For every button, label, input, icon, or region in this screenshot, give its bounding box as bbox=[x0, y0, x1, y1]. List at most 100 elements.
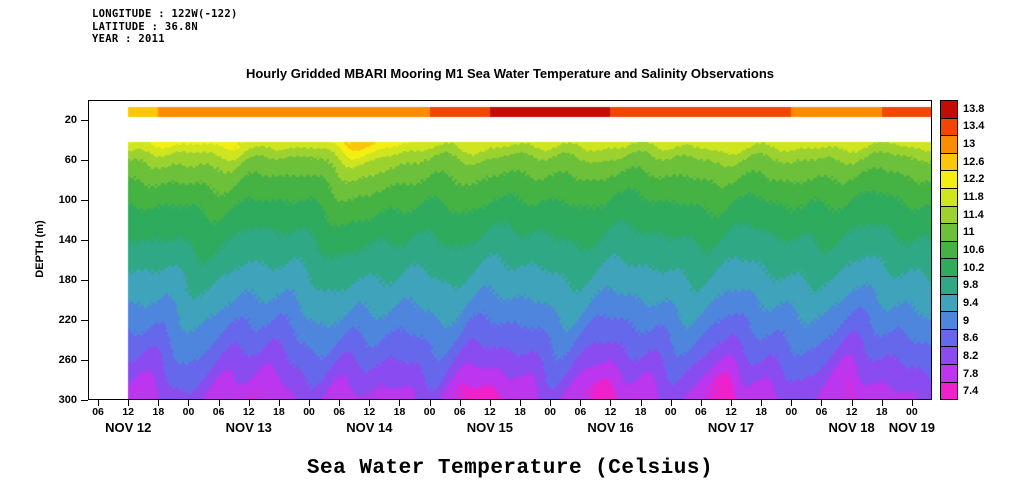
x-date-label: NOV 14 bbox=[346, 420, 393, 435]
x-tick-mark bbox=[278, 400, 280, 406]
colorbar-tick-label: 7.8 bbox=[963, 367, 979, 380]
x-date-label: NOV 17 bbox=[707, 420, 755, 435]
colorbar-tick-label: 11.8 bbox=[963, 191, 984, 204]
x-tick-label: 00 bbox=[544, 406, 557, 418]
colorbar-tick-label: 9.4 bbox=[963, 296, 979, 309]
colorbar-cell bbox=[941, 152, 957, 171]
x-tick-mark bbox=[821, 400, 823, 406]
y-tick-mark bbox=[81, 160, 88, 161]
x-tick-label: 12 bbox=[725, 406, 737, 418]
colorbar-tick-label: 13.4 bbox=[963, 120, 985, 133]
latitude-label: LATITUDE : 36.8N bbox=[92, 20, 198, 33]
y-tick-mark bbox=[81, 240, 88, 241]
x-tick-label: 06 bbox=[695, 406, 707, 418]
colorbar-cell bbox=[941, 205, 957, 224]
x-tick-label: 18 bbox=[634, 406, 647, 418]
x-date-label: NOV 16 bbox=[587, 420, 634, 435]
x-date-label: NOV 18 bbox=[828, 420, 875, 435]
x-tick-mark bbox=[98, 400, 100, 406]
y-tick-label: 300 bbox=[58, 394, 77, 406]
colorbar-tick-label: 11 bbox=[963, 226, 975, 239]
y-tick-label: 60 bbox=[64, 154, 77, 166]
x-tick-mark bbox=[309, 400, 311, 406]
x-tick-mark bbox=[881, 400, 883, 406]
x-tick-label: 18 bbox=[755, 406, 768, 418]
colorbar-tick-label: 10.6 bbox=[963, 244, 985, 256]
x-tick-mark bbox=[489, 400, 491, 406]
y-tick-mark bbox=[81, 400, 88, 401]
x-tick-mark bbox=[580, 400, 582, 406]
x-tick-mark bbox=[429, 400, 431, 406]
y-tick-label: 100 bbox=[58, 194, 77, 206]
x-tick-mark bbox=[911, 400, 913, 406]
x-tick-label: 00 bbox=[182, 406, 195, 418]
x-tick-mark bbox=[610, 400, 612, 406]
colorbar-cell bbox=[941, 363, 957, 382]
colorbar-cell bbox=[941, 311, 957, 329]
x-tick-label: 12 bbox=[363, 406, 376, 418]
colorbar-cell bbox=[941, 223, 957, 241]
metadata-block: LONGITUDE : 122W(-122) LATITUDE : 36.8N … bbox=[92, 8, 238, 46]
colorbar-tick-label: 12.6 bbox=[963, 155, 985, 168]
x-tick-label: 18 bbox=[514, 406, 526, 418]
x-tick-label: 12 bbox=[242, 406, 255, 418]
x-tick-mark bbox=[248, 400, 250, 406]
x-date-label: NOV 13 bbox=[225, 420, 272, 435]
longitude-label: LONGITUDE : 122W(-122) bbox=[92, 8, 238, 20]
y-tick-label: 20 bbox=[64, 114, 77, 126]
bottom-title: Sea Water Temperature (Celsius) bbox=[306, 457, 714, 480]
x-tick-label: 18 bbox=[152, 406, 165, 418]
x-tick-mark bbox=[399, 400, 401, 406]
y-tick-mark bbox=[81, 200, 88, 201]
colorbar-cell bbox=[941, 258, 957, 276]
x-tick-label: 12 bbox=[845, 406, 858, 418]
colorbar-tick-label: 13.8 bbox=[963, 102, 985, 115]
x-tick-label: 00 bbox=[906, 406, 918, 418]
x-tick-mark bbox=[218, 400, 220, 406]
x-tick-label: 06 bbox=[333, 406, 346, 418]
y-tick-mark bbox=[81, 280, 88, 281]
x-date-label: NOV 19 bbox=[888, 420, 936, 435]
colorbar-cell bbox=[941, 117, 957, 136]
x-tick-mark bbox=[188, 400, 190, 406]
x-tick-mark bbox=[339, 400, 341, 406]
x-tick-label: 18 bbox=[393, 406, 406, 418]
year-label: YEAR : 2011 bbox=[92, 33, 165, 45]
chart-title: Hourly Gridded MBARI Mooring M1 Sea Wate… bbox=[245, 66, 775, 81]
x-tick-label: 12 bbox=[122, 406, 135, 418]
x-tick-label: 00 bbox=[303, 406, 315, 418]
colorbar-cell bbox=[941, 275, 957, 294]
x-tick-mark bbox=[459, 400, 461, 406]
x-tick-mark bbox=[851, 400, 853, 406]
x-tick-label: 06 bbox=[574, 406, 587, 418]
x-tick-mark bbox=[520, 400, 522, 406]
colorbar-cell bbox=[941, 328, 957, 347]
x-tick-label: 00 bbox=[664, 406, 677, 418]
colorbar-tick-label: 8.6 bbox=[963, 332, 979, 345]
y-tick-label: 180 bbox=[58, 274, 77, 286]
colorbar-cell bbox=[941, 346, 957, 364]
x-tick-mark bbox=[640, 400, 642, 406]
y-tick-label: 260 bbox=[58, 354, 77, 366]
colorbar-cell bbox=[941, 101, 957, 118]
colorbar-tick-label: 13 bbox=[963, 138, 976, 151]
y-tick-label: 140 bbox=[58, 234, 77, 246]
colorbar-tick-label: 9.8 bbox=[963, 279, 979, 292]
x-tick-mark bbox=[369, 400, 371, 406]
colorbar-cell bbox=[941, 293, 957, 312]
colorbar-tick-label: 12.2 bbox=[963, 173, 985, 186]
x-tick-mark bbox=[700, 400, 702, 406]
colorbar-cell bbox=[941, 135, 957, 153]
x-tick-label: 18 bbox=[273, 406, 285, 418]
colorbar-cell bbox=[941, 170, 957, 188]
x-date-label: NOV 12 bbox=[105, 420, 152, 435]
colorbar bbox=[940, 100, 958, 400]
colorbar-tick-label: 8.2 bbox=[963, 349, 979, 362]
x-tick-label: 00 bbox=[785, 406, 798, 418]
x-tick-mark bbox=[550, 400, 552, 406]
x-tick-mark bbox=[731, 400, 733, 406]
colorbar-tick-label: 11.4 bbox=[963, 208, 984, 221]
x-tick-mark bbox=[128, 400, 130, 406]
x-tick-mark bbox=[791, 400, 793, 406]
colorbar-cell bbox=[941, 240, 957, 259]
